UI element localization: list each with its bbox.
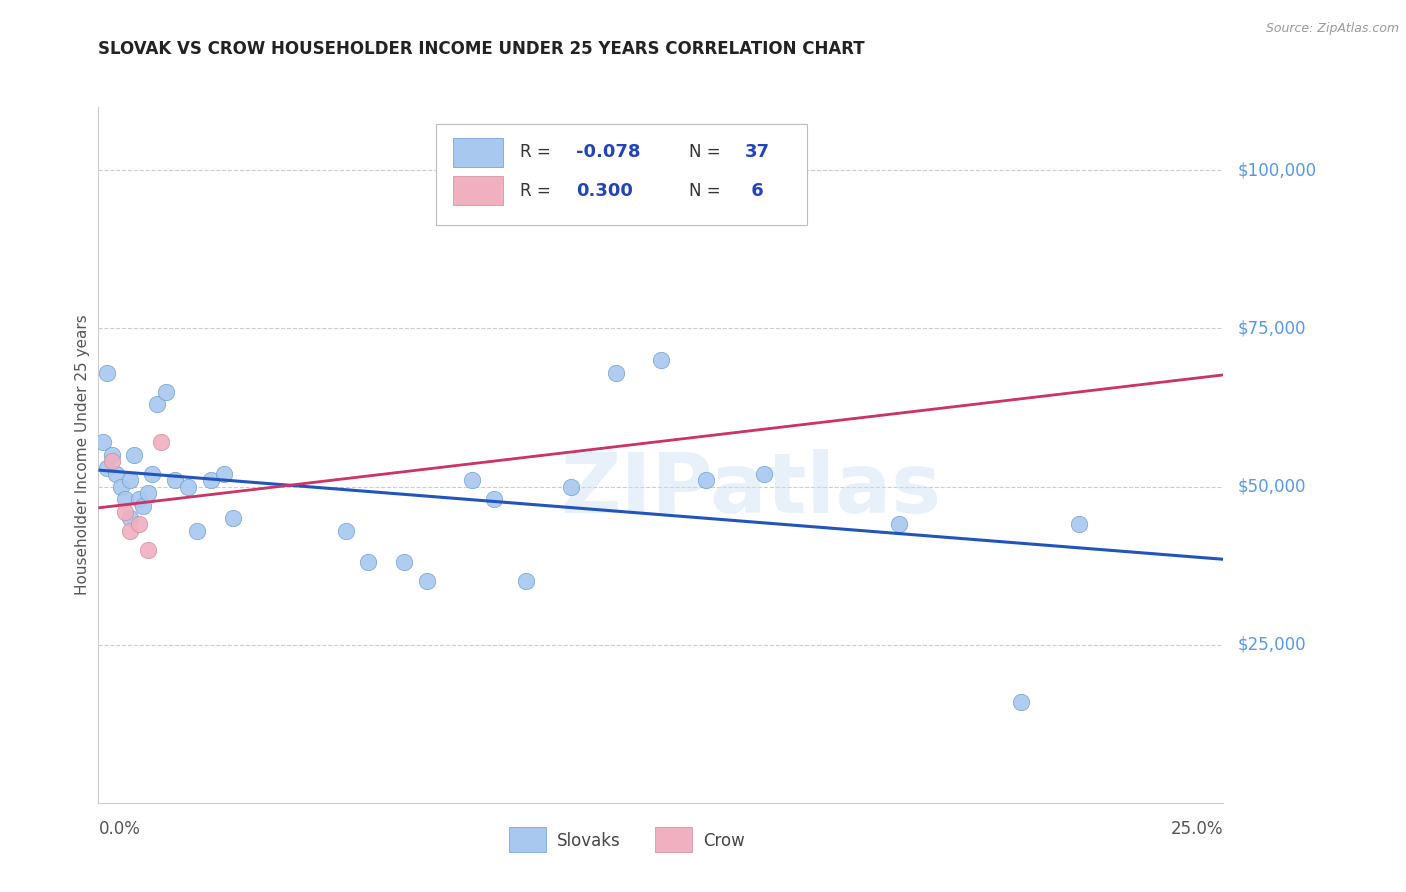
Text: Slovaks: Slovaks — [557, 832, 621, 850]
Point — [114, 505, 136, 519]
Point — [605, 366, 627, 380]
Point — [200, 473, 222, 487]
Point — [695, 473, 717, 487]
Point — [146, 397, 169, 411]
Text: SLOVAK VS CROW HOUSEHOLDER INCOME UNDER 25 YEARS CORRELATION CHART: SLOVAK VS CROW HOUSEHOLDER INCOME UNDER … — [98, 40, 865, 58]
Point — [96, 366, 118, 380]
Point — [1010, 695, 1032, 709]
Point — [177, 479, 200, 493]
Point — [96, 460, 118, 475]
Point — [416, 574, 439, 589]
Point — [214, 467, 236, 481]
Point — [150, 435, 173, 450]
FancyBboxPatch shape — [453, 137, 503, 167]
Text: Crow: Crow — [703, 832, 745, 850]
Point — [754, 467, 776, 481]
Text: 6: 6 — [745, 182, 763, 200]
Point — [91, 435, 114, 450]
Text: 0.300: 0.300 — [576, 182, 633, 200]
Text: R =: R = — [520, 144, 557, 161]
Text: $50,000: $50,000 — [1237, 477, 1306, 496]
Point — [128, 492, 150, 507]
FancyBboxPatch shape — [436, 124, 807, 226]
Point — [163, 473, 186, 487]
Text: N =: N = — [689, 182, 725, 200]
Point — [114, 492, 136, 507]
Y-axis label: Householder Income Under 25 years: Householder Income Under 25 years — [75, 315, 90, 595]
Point — [124, 448, 146, 462]
Point — [136, 486, 159, 500]
Point — [394, 556, 416, 570]
Point — [118, 524, 141, 538]
Text: 0.0%: 0.0% — [98, 821, 141, 838]
Point — [118, 473, 141, 487]
Point — [155, 384, 177, 399]
Point — [118, 511, 141, 525]
Point — [141, 467, 163, 481]
Text: $25,000: $25,000 — [1237, 636, 1306, 654]
Point — [128, 517, 150, 532]
Text: -0.078: -0.078 — [576, 144, 641, 161]
Point — [136, 542, 159, 557]
Point — [101, 448, 124, 462]
Text: 37: 37 — [745, 144, 770, 161]
Point — [186, 524, 208, 538]
Text: 25.0%: 25.0% — [1171, 821, 1223, 838]
Point — [560, 479, 582, 493]
FancyBboxPatch shape — [655, 827, 692, 852]
Point — [101, 454, 124, 468]
Point — [484, 492, 506, 507]
Point — [650, 353, 672, 368]
Text: R =: R = — [520, 182, 557, 200]
Point — [889, 517, 911, 532]
Point — [105, 467, 128, 481]
Text: $100,000: $100,000 — [1237, 161, 1316, 179]
Point — [461, 473, 484, 487]
Text: N =: N = — [689, 144, 725, 161]
Point — [515, 574, 537, 589]
Point — [110, 479, 132, 493]
Text: Source: ZipAtlas.com: Source: ZipAtlas.com — [1265, 22, 1399, 36]
Point — [1069, 517, 1091, 532]
Point — [222, 511, 245, 525]
FancyBboxPatch shape — [453, 176, 503, 205]
Text: $75,000: $75,000 — [1237, 319, 1306, 337]
Text: ZIPatlas: ZIPatlas — [561, 450, 941, 530]
Point — [132, 499, 155, 513]
FancyBboxPatch shape — [509, 827, 546, 852]
Point — [335, 524, 357, 538]
Point — [357, 556, 380, 570]
